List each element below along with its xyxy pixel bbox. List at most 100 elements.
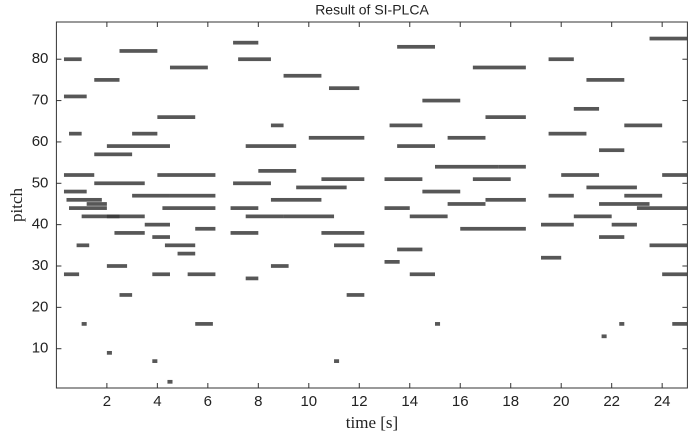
- note: [346, 293, 365, 297]
- x-tick-label: 16: [452, 393, 469, 410]
- note: [152, 359, 158, 363]
- note: [619, 322, 625, 326]
- y-tick-label: 40: [32, 216, 49, 233]
- note: [321, 231, 365, 235]
- y-tick-label: 80: [32, 50, 49, 67]
- y-axis-label: pitch: [7, 188, 26, 222]
- note: [238, 57, 271, 62]
- note: [599, 235, 625, 239]
- note: [672, 322, 688, 326]
- note: [636, 206, 688, 210]
- note: [435, 164, 499, 169]
- note: [435, 322, 441, 326]
- note: [541, 222, 574, 227]
- note: [397, 247, 423, 252]
- note: [195, 226, 216, 231]
- note: [472, 65, 526, 70]
- note: [561, 173, 600, 177]
- note: [599, 202, 650, 206]
- note: [472, 177, 511, 182]
- note: [397, 144, 435, 148]
- x-tick-label: 24: [654, 393, 671, 410]
- x-axis-label: time [s]: [346, 413, 398, 432]
- note: [94, 78, 120, 82]
- note: [548, 193, 574, 198]
- x-tick-label: 18: [502, 393, 519, 410]
- note: [328, 86, 360, 91]
- note: [195, 322, 213, 326]
- note: [66, 197, 102, 202]
- note: [169, 193, 216, 198]
- note: [63, 173, 95, 177]
- note: [106, 144, 170, 148]
- note: [586, 78, 625, 82]
- note: [548, 131, 587, 136]
- note: [334, 243, 365, 248]
- note: [296, 185, 347, 190]
- note: [94, 152, 133, 157]
- note: [270, 123, 284, 128]
- x-tick-label: 8: [254, 393, 262, 410]
- y-tick-label: 30: [32, 257, 49, 274]
- y-tick-label: 60: [32, 133, 49, 150]
- chart-title: Result of SI-PLCA: [315, 2, 429, 18]
- note: [270, 197, 322, 202]
- x-tick-label: 20: [553, 393, 570, 410]
- note: [662, 272, 688, 277]
- note: [144, 222, 170, 227]
- note: [162, 206, 216, 210]
- note: [245, 214, 284, 219]
- note: [460, 226, 526, 231]
- note: [132, 131, 158, 136]
- note: [498, 164, 526, 169]
- note: [384, 206, 410, 210]
- note: [152, 235, 170, 239]
- note: [63, 189, 87, 194]
- note: [157, 173, 216, 177]
- x-tick-label: 12: [351, 393, 368, 410]
- note: [601, 334, 607, 339]
- note: [76, 243, 90, 248]
- note: [86, 202, 107, 206]
- x-tick-label: 2: [103, 393, 111, 410]
- note: [81, 322, 87, 326]
- y-tick-label: 70: [32, 92, 49, 109]
- note: [397, 44, 435, 49]
- y-tick-label: 50: [32, 174, 49, 191]
- note: [334, 359, 340, 363]
- note: [447, 135, 486, 140]
- note: [270, 264, 289, 268]
- note: [384, 260, 400, 264]
- y-tick-label: 20: [32, 298, 49, 315]
- notes-layer: [63, 36, 688, 384]
- note: [63, 57, 82, 62]
- note: [230, 231, 259, 235]
- note: [485, 197, 526, 202]
- note: [69, 131, 82, 136]
- note: [283, 73, 322, 78]
- note: [94, 181, 145, 186]
- note: [63, 94, 87, 99]
- note: [586, 185, 637, 190]
- note: [485, 115, 526, 119]
- note: [409, 214, 448, 219]
- x-tick-label: 6: [204, 393, 212, 410]
- note: [119, 293, 133, 297]
- note: [106, 350, 112, 355]
- note: [187, 272, 216, 277]
- note: [132, 193, 170, 198]
- note: [624, 193, 663, 198]
- note: [81, 214, 120, 219]
- y-tick-label: 10: [32, 340, 49, 357]
- plot-frame: [55, 21, 688, 389]
- note: [573, 106, 600, 111]
- note: [230, 206, 259, 210]
- note: [69, 206, 107, 210]
- note: [106, 214, 145, 219]
- note: [389, 123, 423, 128]
- note: [573, 214, 612, 219]
- note: [422, 189, 461, 194]
- note: [308, 135, 365, 140]
- note: [114, 231, 145, 235]
- note: [258, 169, 297, 173]
